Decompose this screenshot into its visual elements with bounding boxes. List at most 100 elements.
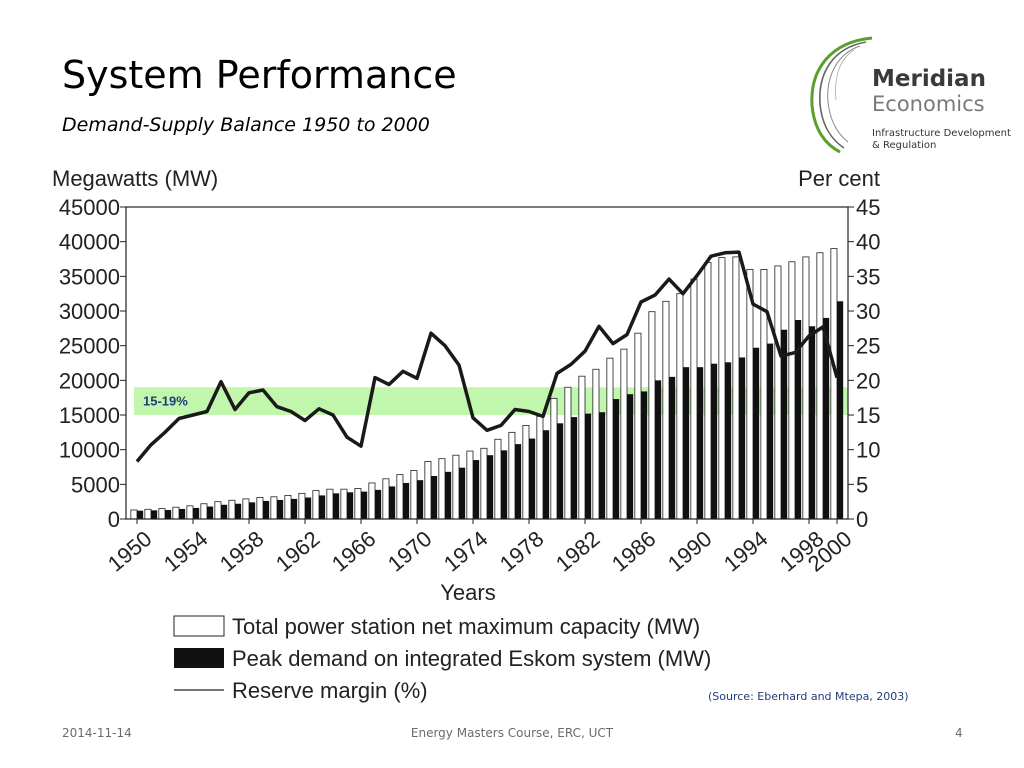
bar-capacity-1986	[634, 332, 642, 520]
left-tick-label: 0	[108, 507, 120, 532]
x-tick-label: 1962	[271, 526, 325, 577]
bar-capacity-1981	[564, 386, 572, 520]
footer-page: 4	[955, 726, 963, 740]
bar-capacity-1983	[592, 368, 600, 520]
bar-demand-1967	[375, 489, 382, 519]
bar-capacity-1970	[410, 470, 418, 520]
logo-arc-icon	[810, 36, 873, 154]
bar-capacity-1994	[746, 269, 754, 520]
right-tick-label: 5	[856, 472, 868, 497]
bar-demand-1983	[599, 412, 606, 519]
bar-demand-1968	[389, 486, 396, 519]
x-tick-label: 1958	[215, 526, 269, 577]
bar-demand-1997	[795, 320, 802, 519]
bar-demand-1989	[683, 367, 690, 519]
highlight-band-label: 15-19%	[143, 393, 188, 408]
legend-demand-swatch	[174, 648, 224, 668]
bar-demand-1964	[333, 493, 340, 519]
bar-demand-1963	[319, 495, 326, 519]
source-note: (Source: Eberhard and Mtepa, 2003)	[708, 690, 909, 703]
bar-demand-1965	[347, 492, 354, 519]
right-tick-label: 35	[856, 264, 880, 289]
bar-demand-1995	[767, 343, 774, 519]
bar-capacity-1985	[620, 348, 628, 520]
bar-capacity-1995	[760, 269, 768, 520]
bar-demand-1994	[753, 347, 760, 519]
bar-demand-1951	[151, 510, 158, 519]
bar-demand-1998	[809, 326, 816, 519]
left-tick-label: 5000	[71, 472, 120, 497]
bar-capacity-1952	[158, 508, 166, 520]
bar-capacity-1978	[522, 424, 530, 520]
bar-capacity-1965	[340, 488, 348, 520]
meridian-logo: Meridian Economics Infrastructure Develo…	[800, 30, 1015, 160]
bar-demand-1957	[235, 503, 242, 519]
bar-capacity-1989	[676, 293, 684, 520]
bar-demand-1988	[669, 376, 676, 519]
x-tick-label: 1966	[327, 526, 381, 577]
bar-capacity-1979	[536, 415, 544, 520]
bar-capacity-1956	[214, 501, 222, 520]
right-tick-label: 25	[856, 334, 880, 359]
bar-capacity-1959	[256, 497, 264, 520]
bar-capacity-1967	[368, 482, 376, 520]
bar-demand-1950	[137, 510, 144, 519]
left-tick-label: 45000	[59, 195, 120, 220]
bar-demand-1992	[725, 362, 732, 519]
bar-capacity-1977	[508, 431, 516, 520]
x-tick-label: 1990	[663, 526, 717, 577]
left-tick-label: 20000	[59, 368, 120, 393]
bar-capacity-1993	[732, 256, 740, 520]
bar-demand-1971	[431, 476, 438, 519]
slide-subtitle: Demand-Supply Balance 1950 to 2000	[62, 114, 430, 136]
bar-capacity-1980	[550, 397, 558, 520]
bar-demand-1954	[193, 507, 200, 519]
x-tick-label: 1986	[607, 526, 661, 577]
x-tick-label: 1982	[551, 526, 605, 577]
x-tick-label: 1970	[383, 526, 437, 577]
bar-demand-1985	[627, 394, 634, 519]
slide-title: System Performance	[62, 53, 457, 97]
right-tick-label: 30	[856, 299, 880, 324]
bar-capacity-1961	[284, 495, 292, 520]
left-tick-label: 10000	[59, 438, 120, 463]
x-axis-title: Years	[440, 580, 495, 605]
left-tick-label: 25000	[59, 334, 120, 359]
bar-capacity-1969	[396, 474, 404, 520]
bar-capacity-1972	[438, 458, 446, 520]
logo-name: Meridian	[872, 66, 986, 92]
bar-demand-1958	[249, 502, 256, 519]
bar-capacity-1982	[578, 375, 586, 520]
chart: Megawatts (MW) Per cent 15-19% 0 5000 10000 15…	[52, 166, 880, 703]
right-tick-label: 20	[856, 368, 880, 393]
bar-capacity-1997	[788, 261, 796, 520]
bar-capacity-1953	[172, 506, 180, 520]
logo-sub: Economics	[872, 92, 985, 116]
bar-capacity-1966	[354, 488, 362, 520]
bar-demand-1959	[263, 500, 270, 519]
bar-demand-1993	[739, 357, 746, 519]
x-tick-label: 1978	[495, 526, 549, 577]
bar-demand-1978	[529, 438, 536, 519]
right-tick-label: 40	[856, 230, 880, 255]
bar-demand-1990	[697, 367, 704, 519]
bar-demand-1974	[473, 460, 480, 519]
bar-demand-1987	[655, 380, 662, 519]
bar-capacity-1987	[648, 311, 656, 520]
bar-capacity-1960	[270, 496, 278, 520]
left-tick-label: 40000	[59, 230, 120, 255]
bar-demand-1976	[501, 450, 508, 519]
bar-demand-1981	[571, 417, 578, 519]
bar-capacity-1988	[662, 300, 670, 520]
bar-capacity-1984	[606, 357, 614, 520]
reserve-margin-line	[135, 250, 839, 463]
bar-capacity-1964	[326, 488, 334, 520]
left-tick-label: 30000	[59, 299, 120, 324]
bar-demand-1966	[361, 491, 368, 519]
bar-demand-1979	[543, 430, 550, 519]
bar-capacity-1962	[298, 492, 306, 520]
x-tick-label: 1974	[439, 526, 493, 577]
right-tick-label: 15	[856, 403, 880, 428]
bar-capacity-1968	[382, 478, 390, 520]
right-tick-label: 0	[856, 507, 868, 532]
